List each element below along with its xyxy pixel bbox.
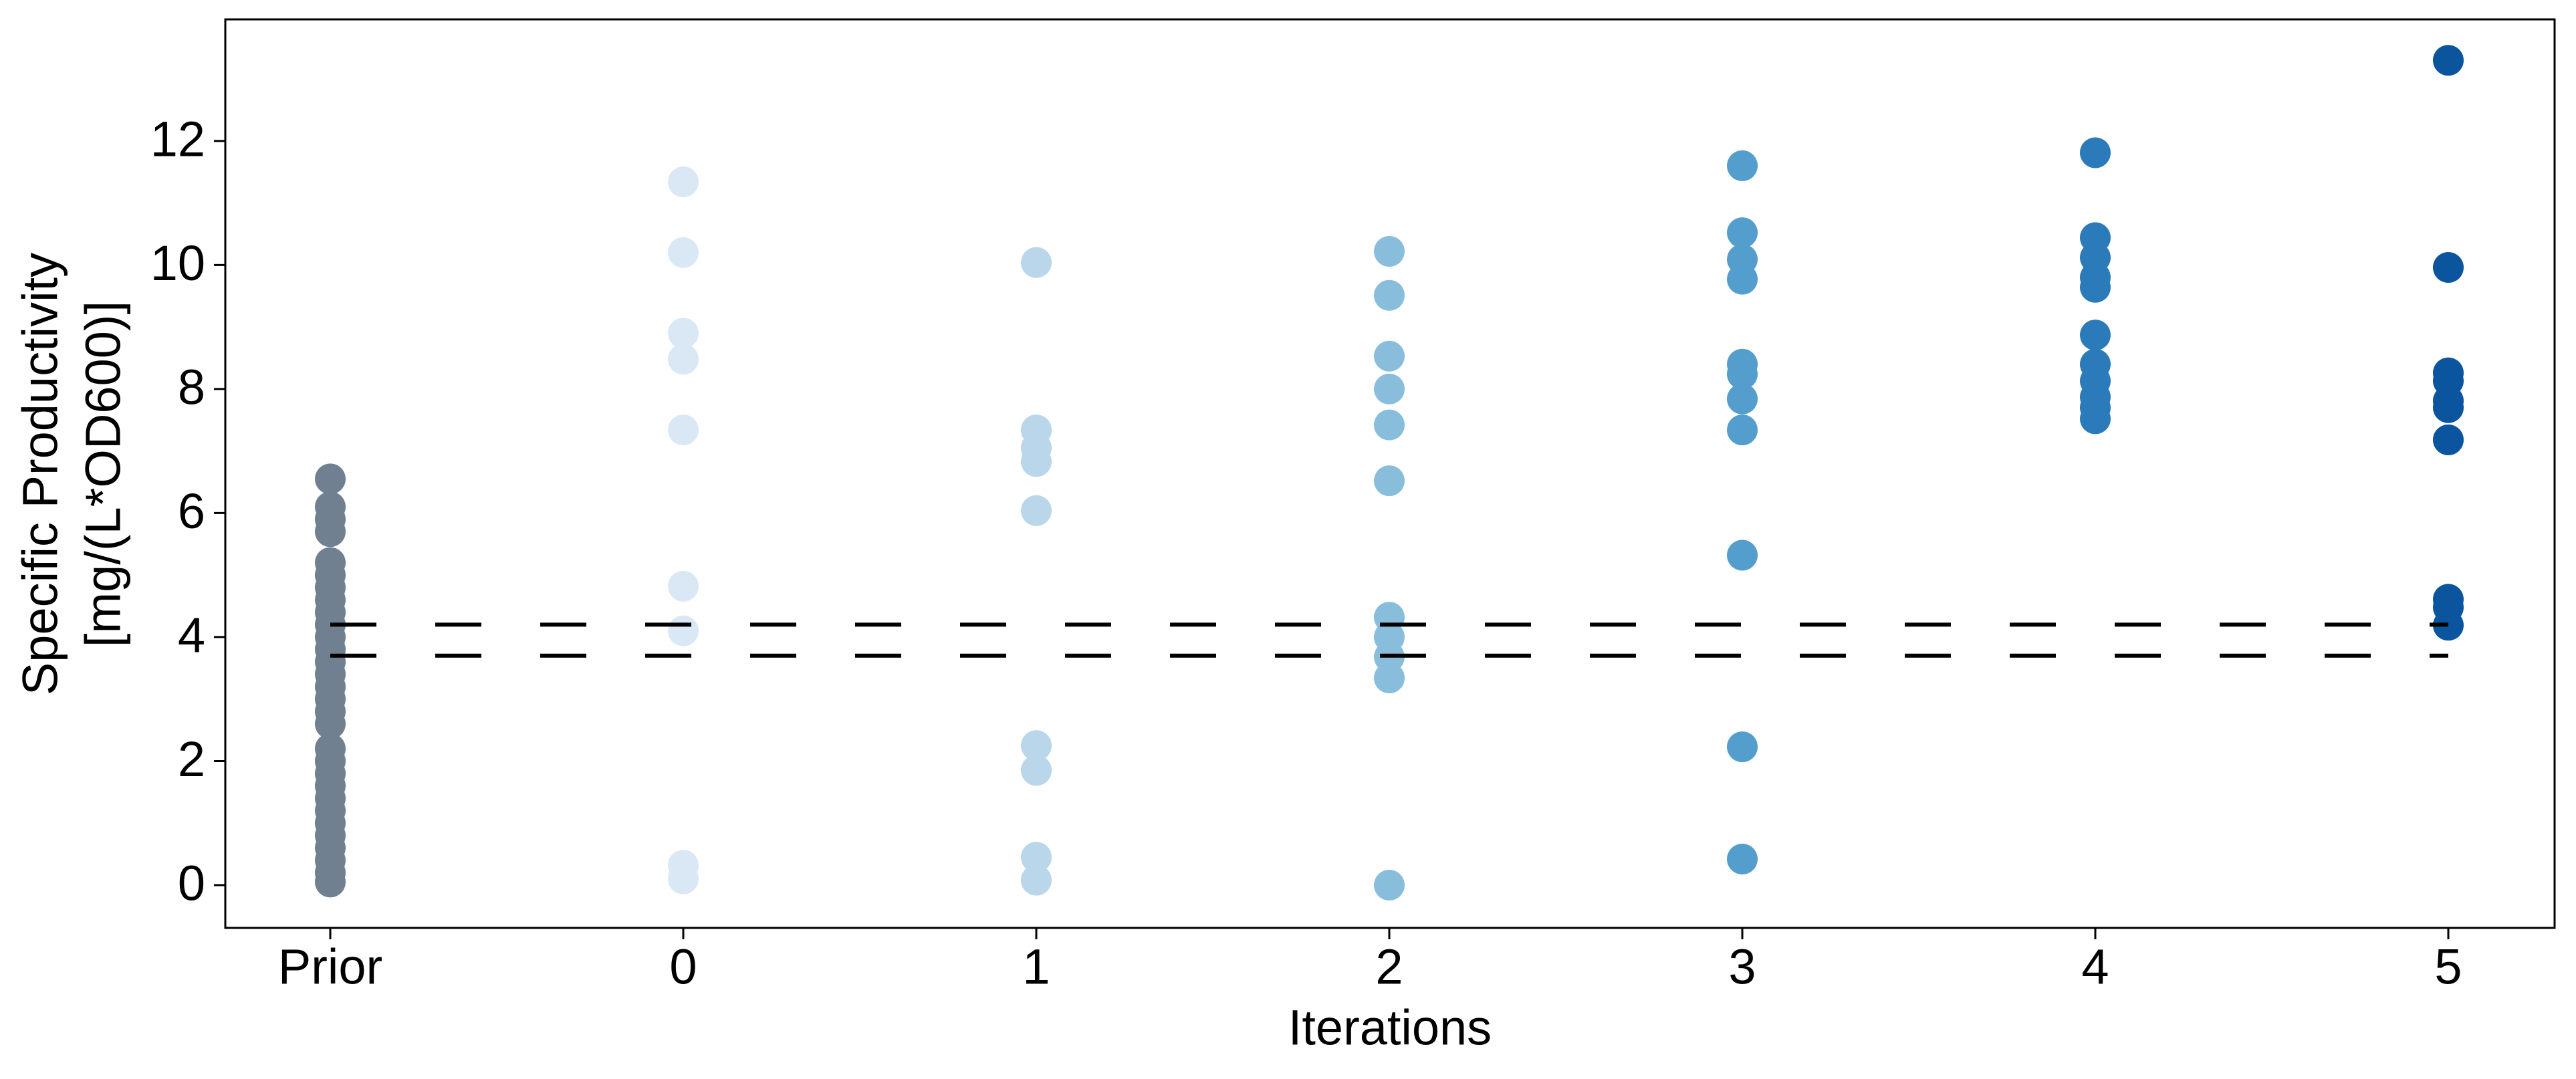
data-point [2433, 252, 2464, 283]
data-point [668, 237, 699, 268]
y-tick-label: 8 [178, 359, 205, 414]
data-point [668, 615, 699, 646]
data-point [315, 708, 346, 739]
x-axis-label: Iterations [1288, 1000, 1492, 1056]
x-tick-label: 5 [2434, 939, 2462, 995]
data-point [1727, 844, 1758, 875]
data-point [1727, 358, 1758, 390]
data-point [1021, 446, 1052, 477]
data-point [1021, 755, 1052, 786]
x-tick-label: 4 [2081, 939, 2109, 995]
data-point [2433, 45, 2464, 76]
data-point [1374, 279, 1405, 311]
data-point [1021, 247, 1052, 278]
data-point [668, 344, 699, 375]
data-point [1374, 235, 1405, 267]
x-tick-label: Prior [278, 939, 382, 995]
data-point [1727, 731, 1758, 763]
data-point [1021, 864, 1052, 896]
data-point [668, 570, 699, 602]
y-tick-label: 6 [178, 483, 205, 539]
data-point [2080, 403, 2111, 435]
data-point [2080, 271, 2111, 303]
data-point [668, 318, 699, 349]
data-point [1727, 540, 1758, 571]
y-tick-label: 10 [150, 235, 205, 291]
data-point [1727, 263, 1758, 295]
data-point [2080, 320, 2111, 351]
y-tick-label: 0 [178, 856, 205, 911]
data-point [1727, 383, 1758, 414]
data-point [668, 414, 699, 446]
data-point [1374, 340, 1405, 372]
data-point [1374, 373, 1405, 404]
data-point [2433, 424, 2464, 455]
x-tick-label: 1 [1022, 939, 1050, 995]
data-point [1727, 150, 1758, 181]
data-point [1374, 465, 1405, 497]
data-point [315, 866, 346, 898]
data-point [1727, 414, 1758, 446]
y-tick-label: 2 [178, 731, 205, 787]
data-point [1374, 663, 1405, 694]
data-point [1021, 842, 1052, 873]
y-axis-label: [mg/(L*OD600)] [76, 301, 131, 647]
data-point [315, 516, 346, 548]
x-tick-label: 3 [1728, 939, 1756, 995]
y-tick-label: 12 [150, 111, 205, 166]
data-point [1374, 409, 1405, 441]
plot-frame [224, 18, 2556, 929]
data-point [1374, 869, 1405, 901]
data-point [668, 166, 699, 198]
data-point [1021, 495, 1052, 526]
x-tick-label: 0 [669, 939, 697, 995]
y-tick-label: 4 [178, 607, 205, 663]
data-point [2080, 137, 2111, 168]
y-axis-label: Specific Productivity [13, 253, 68, 695]
data-point [1021, 730, 1052, 761]
x-tick-label: 2 [1375, 939, 1403, 995]
data-point [668, 863, 699, 894]
data-point [1727, 217, 1758, 249]
data-point [315, 463, 346, 495]
data-point [2433, 392, 2464, 423]
